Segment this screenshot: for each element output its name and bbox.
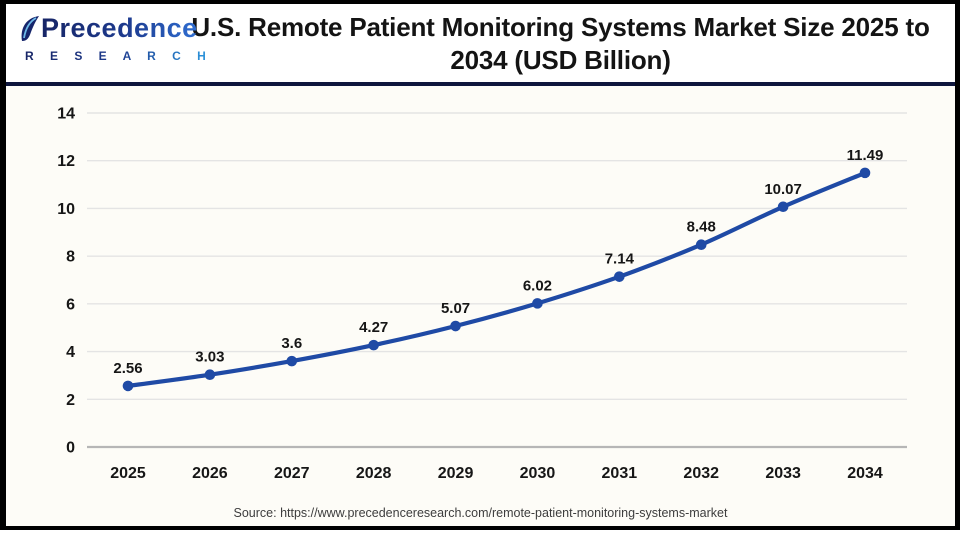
x-tick-label: 2028 (356, 465, 392, 482)
data-point (777, 201, 789, 213)
y-tick-label: 2 (66, 392, 75, 409)
y-tick-label: 8 (66, 249, 75, 266)
source-text: Source: https://www.precedenceresearch.c… (233, 506, 728, 520)
chart-title-line-2: 2034 (USD Billion) (450, 45, 671, 75)
data-point-label: 7.14 (605, 251, 635, 268)
precedence-research-logo: Precedence R E S E A R C H (20, 13, 212, 63)
chart: 0 2 4 6 8 10 12 14 2025 2026 2027 2028 2029 2030 2031 2… (6, 86, 955, 526)
data-point-label: 5.07 (441, 300, 470, 317)
data-point-label: 3.03 (195, 349, 224, 366)
header-divider (6, 82, 955, 86)
y-tick-label: 14 (57, 106, 75, 123)
y-tick-label: 6 (66, 296, 75, 313)
data-point-label: 10.07 (764, 181, 802, 198)
data-point (450, 320, 461, 332)
data-point-label: 3.6 (281, 335, 302, 352)
leaf-icon (20, 15, 40, 48)
trend-line (125, 170, 868, 389)
data-point-label: 11.49 (847, 147, 884, 164)
x-tick-label: 2034 (847, 465, 883, 482)
x-tick-label: 2027 (274, 465, 310, 482)
x-tick-label: 2029 (438, 465, 474, 482)
x-tick-label: 2026 (192, 465, 228, 482)
x-tick-label: 2030 (520, 465, 556, 482)
data-point-label: 6.02 (523, 277, 552, 294)
line-chart-canvas: 0 2 4 6 8 10 12 14 2025 2026 2027 2028 2029 2030 2031 2… (57, 106, 907, 482)
x-tick-label: 2033 (765, 465, 801, 482)
data-point (614, 271, 625, 282)
data-point (122, 380, 134, 392)
data-point (286, 355, 298, 367)
y-tick-label: 12 (57, 153, 75, 170)
data-point (859, 167, 871, 179)
data-point (695, 239, 707, 250)
data-point-label: 2.56 (113, 360, 142, 377)
chart-title: U.S. Remote Patient Monitoring Systems M… (176, 4, 945, 77)
x-tick-label: 2025 (110, 465, 146, 482)
x-tick-label: 2032 (683, 465, 719, 482)
data-point (204, 369, 216, 381)
chart-title-line-1: U.S. Remote Patient Monitoring Systems M… (191, 12, 930, 42)
data-point (368, 339, 379, 351)
x-tick-label: 2031 (602, 465, 638, 482)
data-point (532, 298, 543, 309)
data-point-label: 4.27 (359, 319, 388, 336)
y-tick-label: 4 (66, 344, 75, 361)
header: Precedence R E S E A R C H U.S. Remote P… (6, 4, 955, 82)
brand-sub-name: R E S E A R C H (25, 49, 213, 63)
brand-name: Precedence (41, 13, 198, 43)
y-tick-label: 10 (57, 201, 75, 218)
y-tick-label: 0 (66, 440, 75, 457)
data-point-label: 8.48 (687, 219, 716, 236)
